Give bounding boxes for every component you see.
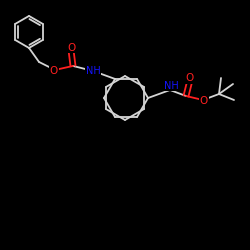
Text: O: O (50, 66, 58, 76)
Text: NH: NH (164, 81, 178, 91)
Text: O: O (186, 73, 194, 83)
Text: O: O (200, 96, 208, 106)
Text: NH: NH (86, 66, 100, 76)
Text: O: O (68, 43, 76, 53)
